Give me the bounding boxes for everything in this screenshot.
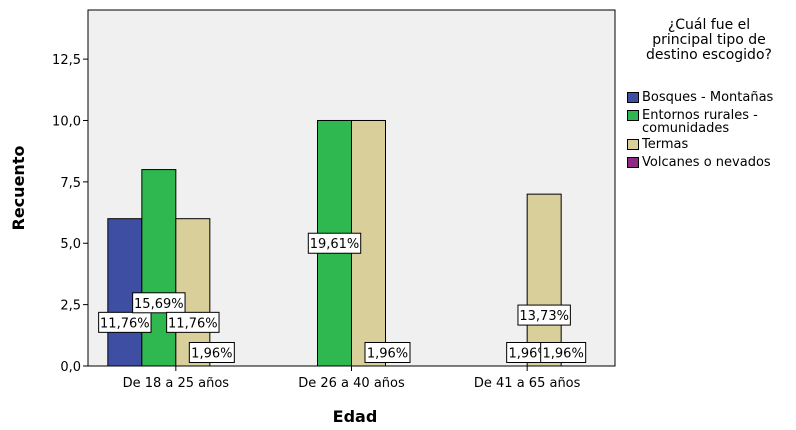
data-label: 11,76% [168, 316, 218, 331]
data-label-box [166, 311, 220, 333]
y-tick-label: 7,5 [60, 176, 81, 191]
legend-item: Volcanes o nevados [627, 156, 796, 169]
data-label-box [517, 304, 571, 326]
data-label: 13,73% [519, 309, 569, 324]
legend-label-line: Entornos rurales - [642, 108, 758, 123]
legend-label: Termas [642, 138, 688, 151]
legend-label: Entornos rurales - comunidades [642, 109, 758, 135]
data-label: 19,61% [310, 237, 360, 252]
data-label-box [132, 292, 186, 314]
data-label: 1,96% [367, 346, 408, 361]
data-label: 1,96% [543, 346, 584, 361]
data-label-box [540, 341, 587, 363]
x-tick-label: De 41 a 65 años [474, 376, 581, 391]
legend-item: Entornos rurales - comunidades [627, 109, 796, 135]
data-label-box [188, 341, 235, 363]
bar [526, 193, 562, 367]
legend: Bosques - Montañas Entornos rurales - comu… [627, 91, 796, 174]
legend-label-line: Volcanes o nevados [642, 155, 771, 170]
data-label: 1,96% [191, 346, 232, 361]
y-tick-label: 12,5 [52, 53, 81, 68]
y-tick-label: 10,0 [52, 114, 81, 129]
legend-item: Bosques - Montañas [627, 91, 796, 104]
data-label: 11,76% [100, 316, 150, 331]
legend-swatch [627, 139, 639, 150]
legend-title-line: principal tipo de [652, 32, 766, 48]
legend-label: Bosques - Montañas [642, 91, 773, 104]
legend-swatch [627, 92, 639, 103]
bar [141, 169, 177, 367]
x-tick-label: De 26 a 40 años [298, 376, 405, 391]
legend-title-line: ¿Cuál fue el [667, 17, 751, 33]
legend-label-line: Termas [642, 137, 689, 152]
legend-label-line: comunidades [642, 121, 730, 136]
y-tick-label: 5,0 [60, 237, 81, 252]
data-label: 15,69% [134, 297, 184, 312]
legend-label-line: Bosques - Montañas [642, 90, 774, 105]
data-label-box [307, 232, 362, 254]
x-axis-title: Edad [333, 407, 378, 426]
legend-swatch [627, 157, 639, 168]
legend-item: Termas [627, 138, 796, 151]
data-label-box [98, 311, 152, 333]
x-tick-label: De 18 a 25 años [123, 376, 230, 391]
legend-swatch [627, 110, 639, 121]
legend-title-line: destino escogido? [646, 47, 772, 63]
legend-label: Volcanes o nevados [642, 156, 771, 169]
data-label-box [364, 341, 411, 363]
data-label: 1,96% [509, 346, 550, 361]
y-tick-label: 2,5 [60, 299, 81, 314]
legend-title: ¿Cuál fue el principal tipo de destino e… [625, 18, 793, 63]
y-axis-title: Recuento [9, 146, 28, 231]
y-tick-label: 0,0 [60, 360, 81, 375]
